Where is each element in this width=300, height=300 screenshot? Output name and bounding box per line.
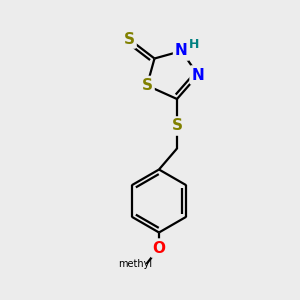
Text: O: O bbox=[152, 241, 166, 256]
Text: S: S bbox=[172, 118, 182, 134]
Text: H: H bbox=[189, 38, 199, 52]
Text: methyl: methyl bbox=[118, 259, 152, 269]
Text: S: S bbox=[124, 32, 134, 46]
Text: S: S bbox=[142, 78, 152, 93]
Text: N: N bbox=[175, 44, 188, 59]
Text: N: N bbox=[192, 68, 204, 82]
